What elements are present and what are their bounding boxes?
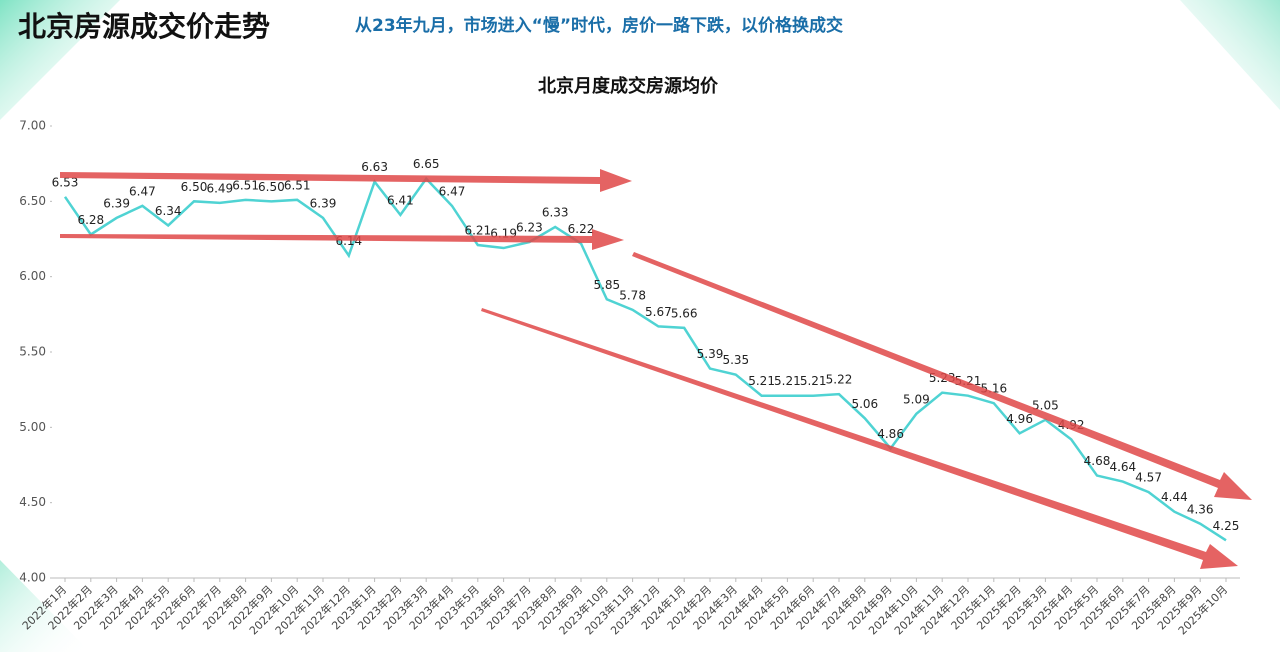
y-tick-label: 4.00 — [19, 571, 46, 585]
value-label: 5.39 — [697, 347, 724, 361]
decoration — [0, 0, 120, 120]
y-tick-label: 4.50 — [19, 495, 46, 509]
value-label: 4.36 — [1187, 502, 1214, 516]
value-label: 6.63 — [361, 160, 388, 174]
plot: 4.004.505.005.506.006.507.002022年1月6.532… — [19, 119, 1240, 637]
y-tick-label: 7.00 — [19, 119, 46, 133]
value-label: 6.33 — [542, 205, 569, 219]
line — [63, 176, 1227, 542]
chart-title: 北京月度成交房源均价 — [538, 75, 719, 97]
value-label: 6.23 — [516, 221, 543, 235]
value-label: 4.57 — [1135, 471, 1162, 485]
value-label: 6.41 — [387, 193, 414, 207]
value-label: 6.28 — [77, 213, 104, 227]
value-label: 5.21 — [800, 374, 827, 388]
value-label: 6.50 — [181, 180, 208, 194]
value-label: 5.22 — [826, 373, 853, 387]
y-tick-label: 5.00 — [19, 420, 46, 434]
value-label: 5.66 — [671, 306, 698, 320]
value-label: 5.21 — [774, 374, 801, 388]
value-label: 4.68 — [1084, 454, 1111, 468]
decoration — [1180, 0, 1280, 110]
value-label: 6.39 — [103, 196, 130, 210]
value-label: 5.85 — [593, 278, 620, 292]
arrow — [481, 308, 1238, 569]
value-label: 6.21 — [464, 224, 491, 238]
value-label: 5.67 — [645, 305, 672, 319]
value-label: 6.53 — [52, 175, 79, 189]
y-tick-label: 6.50 — [19, 194, 46, 208]
page-title: 北京房源成交价走势 — [18, 10, 270, 43]
value-label: 4.44 — [1161, 490, 1188, 504]
y-tick-label: 5.50 — [19, 345, 46, 359]
value-label: 6.47 — [439, 184, 466, 198]
value-label: 6.34 — [155, 204, 182, 218]
value-label: 6.50 — [258, 180, 285, 194]
trend-arrows — [60, 169, 1252, 569]
value-label: 5.78 — [619, 288, 646, 302]
value-label: 6.47 — [129, 184, 156, 198]
y-tick-label: 6.00 — [19, 269, 46, 283]
value-label: 6.65 — [413, 157, 440, 171]
value-label: 4.96 — [1006, 412, 1033, 426]
arrow — [632, 252, 1252, 500]
subtitle: 从23年九月，市场进入“慢”时代，房价一路下跌，以价格换成交 — [355, 15, 843, 36]
arrow — [60, 169, 632, 192]
value-label: 6.49 — [206, 181, 233, 195]
value-label: 5.06 — [851, 397, 878, 411]
value-label: 5.35 — [722, 353, 749, 367]
value-label: 6.39 — [310, 196, 337, 210]
value-label: 5.05 — [1032, 398, 1059, 412]
value-label: 6.22 — [568, 222, 595, 236]
value-label: 6.51 — [232, 178, 259, 192]
decoration — [0, 560, 90, 652]
value-label: 4.25 — [1213, 519, 1240, 533]
value-label: 4.86 — [877, 427, 904, 441]
value-label: 5.09 — [903, 392, 930, 406]
arrow — [60, 229, 624, 250]
value-label: 5.21 — [748, 374, 775, 388]
value-label: 4.64 — [1109, 460, 1136, 474]
value-label: 6.51 — [284, 178, 311, 192]
